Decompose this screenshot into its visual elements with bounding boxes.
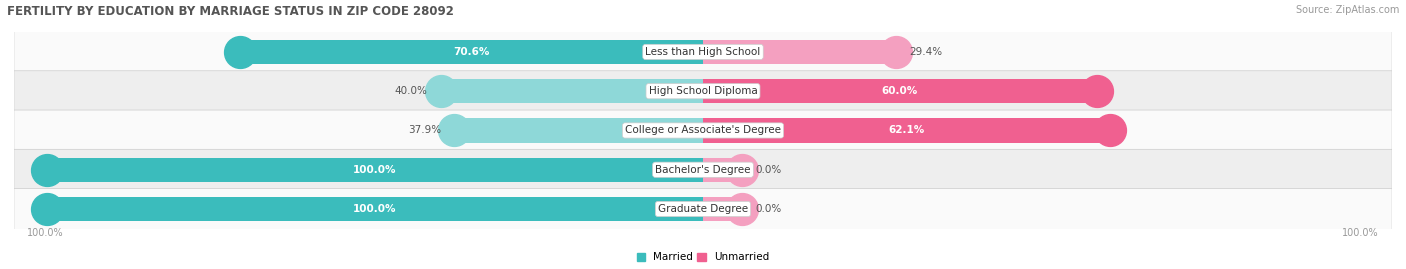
Text: Graduate Degree: Graduate Degree bbox=[658, 204, 748, 214]
FancyBboxPatch shape bbox=[14, 110, 1392, 151]
Bar bbox=[703, 158, 742, 182]
Bar bbox=[454, 118, 703, 143]
Bar bbox=[703, 79, 1097, 103]
Text: 40.0%: 40.0% bbox=[395, 86, 427, 96]
Text: 100.0%: 100.0% bbox=[353, 165, 396, 175]
Bar bbox=[240, 40, 703, 64]
Text: 0.0%: 0.0% bbox=[755, 204, 782, 214]
Text: 100.0%: 100.0% bbox=[1343, 228, 1379, 238]
Bar bbox=[703, 118, 1111, 143]
Bar bbox=[46, 197, 703, 221]
Text: 62.1%: 62.1% bbox=[889, 125, 925, 136]
FancyBboxPatch shape bbox=[14, 31, 1392, 72]
Text: 100.0%: 100.0% bbox=[27, 228, 63, 238]
Text: 60.0%: 60.0% bbox=[882, 86, 918, 96]
Text: High School Diploma: High School Diploma bbox=[648, 86, 758, 96]
Text: FERTILITY BY EDUCATION BY MARRIAGE STATUS IN ZIP CODE 28092: FERTILITY BY EDUCATION BY MARRIAGE STATU… bbox=[7, 5, 454, 18]
Bar bbox=[703, 197, 742, 221]
Text: 29.4%: 29.4% bbox=[910, 47, 942, 57]
Bar bbox=[703, 40, 896, 64]
Text: Less than High School: Less than High School bbox=[645, 47, 761, 57]
FancyBboxPatch shape bbox=[14, 71, 1392, 112]
Bar bbox=[46, 158, 703, 182]
Text: 100.0%: 100.0% bbox=[353, 204, 396, 214]
Text: 70.6%: 70.6% bbox=[453, 47, 489, 57]
Text: College or Associate's Degree: College or Associate's Degree bbox=[626, 125, 780, 136]
FancyBboxPatch shape bbox=[14, 189, 1392, 229]
Text: Bachelor's Degree: Bachelor's Degree bbox=[655, 165, 751, 175]
Bar bbox=[440, 79, 703, 103]
FancyBboxPatch shape bbox=[14, 149, 1392, 190]
Text: 0.0%: 0.0% bbox=[755, 165, 782, 175]
Text: Source: ZipAtlas.com: Source: ZipAtlas.com bbox=[1295, 5, 1399, 15]
Legend: Married, Unmarried: Married, Unmarried bbox=[633, 248, 773, 267]
Text: 37.9%: 37.9% bbox=[408, 125, 441, 136]
